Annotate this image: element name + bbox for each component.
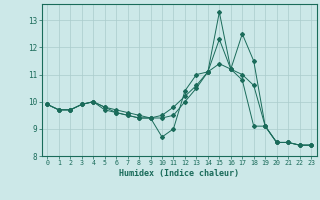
X-axis label: Humidex (Indice chaleur): Humidex (Indice chaleur) [119, 169, 239, 178]
